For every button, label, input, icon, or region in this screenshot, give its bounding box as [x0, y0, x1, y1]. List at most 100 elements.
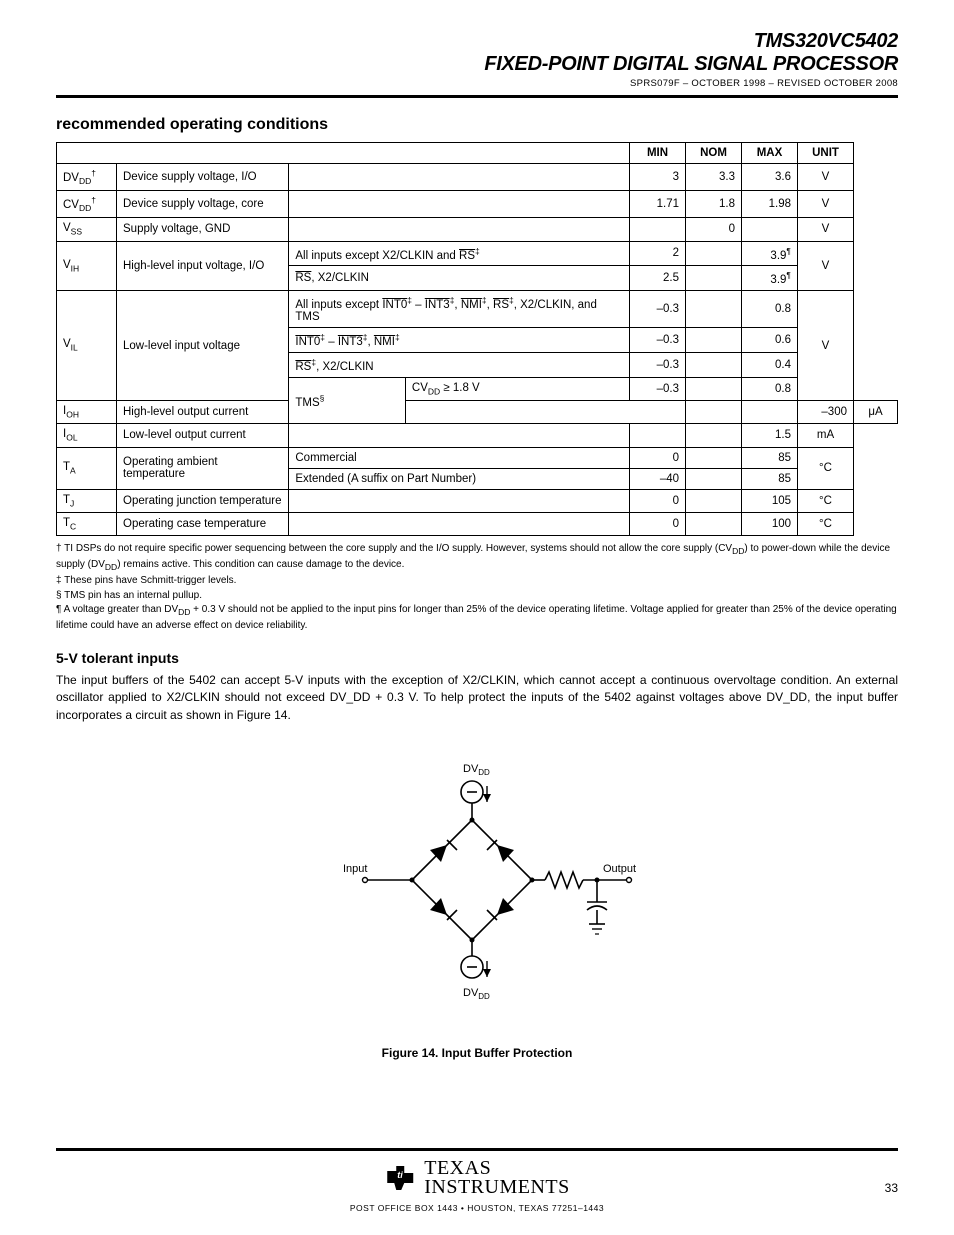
doc-code: SPRS079F – OCTOBER 1998 – REVISED OCTOBE…: [56, 78, 898, 89]
unit-cell: °C: [798, 447, 854, 489]
col-nom: NOM: [686, 143, 742, 164]
header-rule: [56, 95, 898, 98]
min-cell: 1.71: [630, 191, 686, 218]
min-cell: [686, 400, 742, 423]
max-cell: 100: [742, 512, 798, 535]
desc-cell: Low-level input voltage: [117, 291, 289, 401]
param-cell: TA: [57, 447, 117, 489]
nom-cell: 1.8: [686, 191, 742, 218]
unit-cell: V: [798, 164, 854, 191]
max-cell: 1.98: [742, 191, 798, 218]
param-cell: VIH: [57, 241, 117, 291]
unit-cell: mA: [798, 424, 854, 447]
unit-cell: °C: [798, 512, 854, 535]
param-cell: IOL: [57, 424, 117, 447]
spec-table: MIN NOM MAX UNIT DVDD†Device supply volt…: [56, 142, 898, 536]
cond-cell: All inputs except INT0‡ – INT3‡, NMI‡, R…: [289, 291, 630, 328]
cond-cell: RS, X2/CLKIN: [289, 266, 630, 291]
param-cell: VSS: [57, 218, 117, 241]
cond-sub-cell: CVDD ≥ 1.8 V: [405, 377, 629, 400]
unit-cell: μA: [854, 400, 898, 423]
nom-cell: 3.3: [686, 164, 742, 191]
min-cell: 0: [630, 447, 686, 468]
min-cell: 3: [630, 164, 686, 191]
cond-cell: All inputs except X2/CLKIN and RS‡: [289, 241, 630, 266]
cond-cell: [289, 512, 630, 535]
doc-title-line1: TMS320VC5402: [56, 30, 898, 53]
param-cell: IOH: [57, 400, 117, 423]
cond-cell: INT0‡ – INT3‡, NMI‡: [289, 328, 630, 353]
nom-cell: 0: [686, 218, 742, 241]
desc-cell: Operating ambient temperature: [117, 447, 289, 489]
desc-cell: High-level input voltage, I/O: [117, 241, 289, 291]
unit-cell: V: [798, 191, 854, 218]
footnote: ‡ These pins have Schmitt-trigger levels…: [56, 574, 898, 588]
label-output: Output: [603, 863, 636, 875]
footer-rule: [56, 1148, 898, 1151]
desc-cell: Device supply voltage, I/O: [117, 164, 289, 191]
param-cell: CVDD†: [57, 191, 117, 218]
min-cell: 0: [630, 512, 686, 535]
min-cell: [630, 424, 686, 447]
param-cell: VIL: [57, 291, 117, 401]
nom-cell: [686, 266, 742, 291]
min-cell: –0.3: [630, 291, 686, 328]
max-cell: 105: [742, 489, 798, 512]
unit-cell: °C: [798, 489, 854, 512]
cond-cell: [289, 218, 630, 241]
min-cell: –0.3: [630, 377, 686, 400]
page-footer: ti TEXAS INSTRUMENTS POST OFFICE BOX 144…: [56, 1148, 898, 1207]
nom-cell: [686, 352, 742, 377]
nom-cell: [686, 377, 742, 400]
col-max: MAX: [742, 143, 798, 164]
footer-address: POST OFFICE BOX 1443 • HOUSTON, TEXAS 77…: [350, 1203, 604, 1213]
cond-cell: [289, 191, 630, 218]
max-cell: 0.6: [742, 328, 798, 353]
input-buffer-circuit: DVDD: [297, 752, 657, 1032]
doc-header: TMS320VC5402 FIXED-POINT DIGITAL SIGNAL …: [56, 30, 898, 89]
min-cell: 2: [630, 241, 686, 266]
min-cell: 2.5: [630, 266, 686, 291]
max-cell: 85: [742, 447, 798, 468]
max-cell: 3.6: [742, 164, 798, 191]
max-cell: 0.8: [742, 377, 798, 400]
nom-cell: [686, 241, 742, 266]
brand-instruments: INSTRUMENTS: [424, 1176, 570, 1198]
subheading-5v: 5-V tolerant inputs: [56, 650, 898, 666]
footnotes: † TI DSPs do not require specific power …: [56, 542, 898, 632]
nom-cell: [686, 328, 742, 353]
nom-cell: [686, 468, 742, 489]
max-cell: 3.9¶: [742, 241, 798, 266]
min-cell: –40: [630, 468, 686, 489]
cond-cell: [289, 489, 630, 512]
label-input: Input: [343, 863, 367, 875]
nom-cell: [686, 291, 742, 328]
max-cell: –300: [798, 400, 854, 423]
max-cell: 0.4: [742, 352, 798, 377]
footnote: † TI DSPs do not require specific power …: [56, 542, 898, 573]
unit-cell: V: [798, 291, 854, 401]
body-paragraph: The input buffers of the 5402 can accept…: [56, 672, 898, 724]
nom-cell: [686, 447, 742, 468]
cond-cell: [405, 400, 685, 423]
desc-cell: High-level output current: [117, 400, 289, 423]
nom-cell: [686, 489, 742, 512]
cond-cell: [289, 164, 630, 191]
desc-cell: Supply voltage, GND: [117, 218, 289, 241]
cond-cell: [289, 424, 630, 447]
doc-title-line2: FIXED-POINT DIGITAL SIGNAL PROCESSOR: [56, 53, 898, 76]
page-number: 33: [885, 1181, 898, 1195]
max-cell: 1.5: [742, 424, 798, 447]
min-cell: –0.3: [630, 328, 686, 353]
param-cell: DVDD†: [57, 164, 117, 191]
min-cell: 0: [630, 489, 686, 512]
nom-cell: [686, 424, 742, 447]
svg-text:ti: ti: [397, 1170, 403, 1180]
label-dvdd-top: DVDD: [463, 763, 490, 777]
param-cell: TJ: [57, 489, 117, 512]
cond-cell: RS‡, X2/CLKIN: [289, 352, 630, 377]
col-unit: UNIT: [798, 143, 854, 164]
footnote: § TMS pin has an internal pullup.: [56, 589, 898, 603]
footnote: ¶ A voltage greater than DVDD + 0.3 V sh…: [56, 603, 898, 632]
max-cell: 85: [742, 468, 798, 489]
